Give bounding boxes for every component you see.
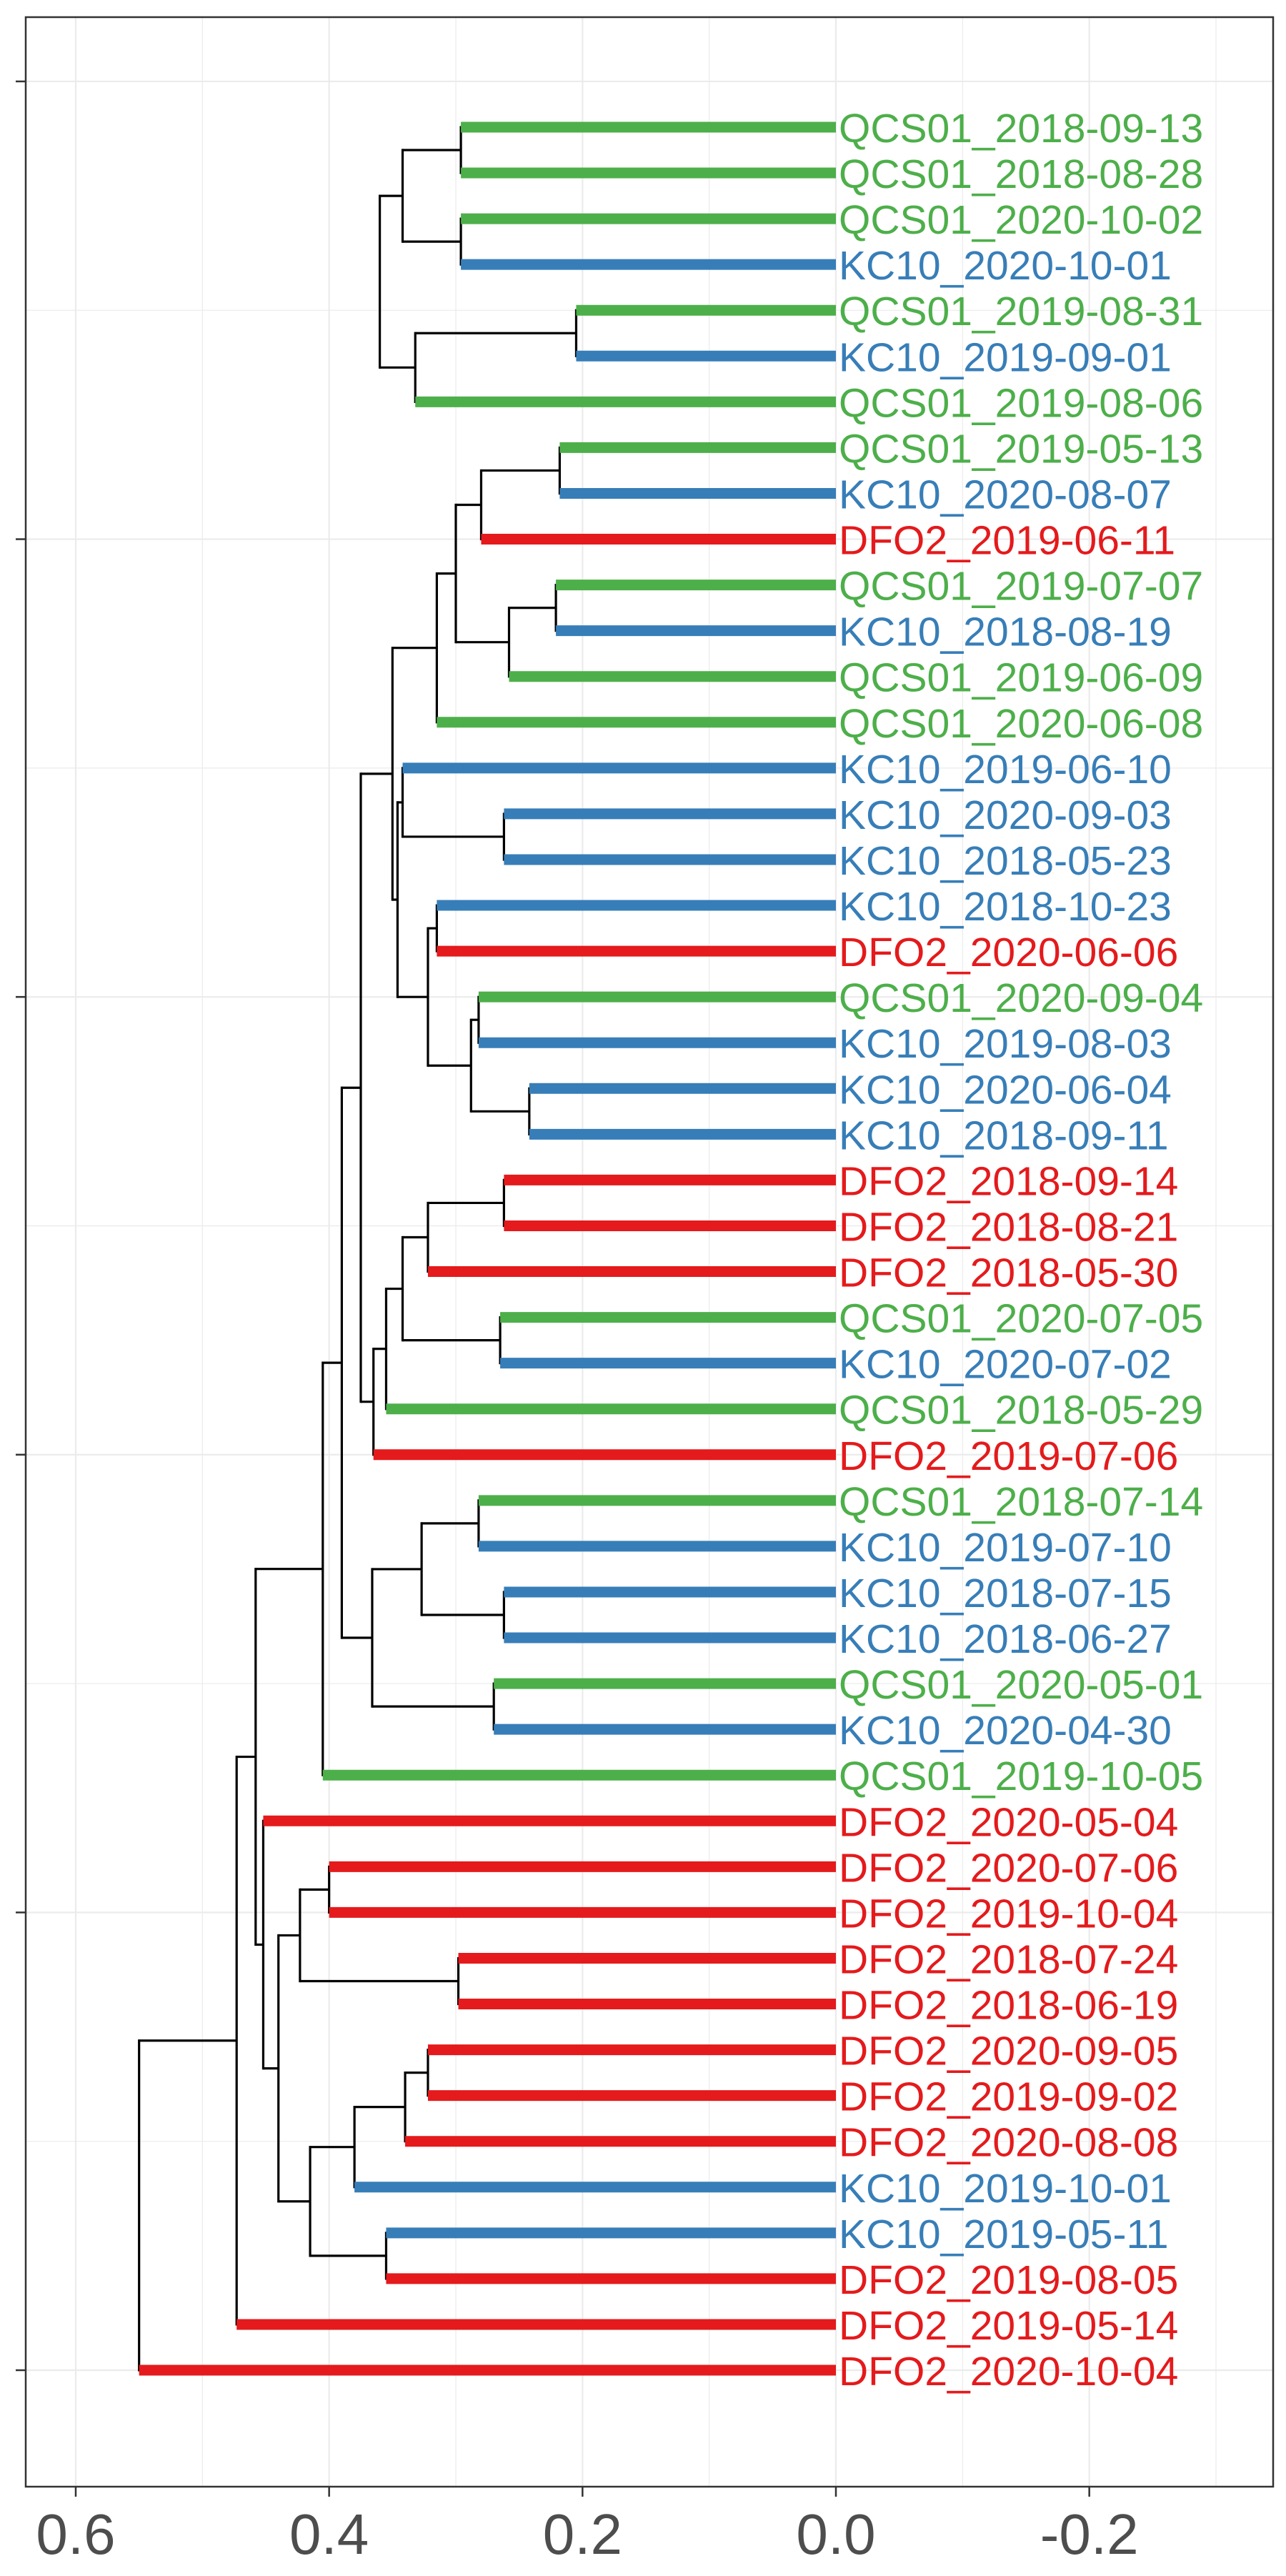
leaf-label: KC10_2019-07-10	[839, 1525, 1172, 1571]
leaf-label: DFO2_2018-05-30	[839, 1250, 1178, 1296]
leaf-label: KC10_2018-06-27	[839, 1616, 1172, 1662]
leaf-label: DFO2_2020-08-08	[839, 2120, 1178, 2166]
leaf-label: DFO2_2018-08-21	[839, 1204, 1178, 1250]
x-axis: 0.6 0.4 0.2 0.0 -0.2	[16, 80, 1139, 2566]
x-tick-label: 0.2	[543, 2502, 622, 2566]
leaf-label: KC10_2019-10-01	[839, 2166, 1172, 2212]
leaf-label: KC10_2020-09-03	[839, 792, 1172, 838]
leaf-label: KC10_2018-05-23	[839, 838, 1172, 884]
leaf-label: KC10_2018-08-19	[839, 610, 1172, 655]
leaf-label: QCS01_2019-06-09	[839, 655, 1203, 701]
leaf-label: QCS01_2018-08-28	[839, 151, 1203, 197]
leaf-label: QCS01_2018-09-13	[839, 106, 1203, 151]
leaf-label: QCS01_2019-08-06	[839, 380, 1203, 426]
leaf-label: QCS01_2019-07-07	[839, 564, 1203, 610]
leaf-label: QCS01_2019-10-05	[839, 1754, 1203, 1799]
leaf-label: DFO2_2020-07-06	[839, 1845, 1178, 1891]
leaf-label: DFO2_2019-07-06	[839, 1433, 1178, 1479]
panel-border	[24, 16, 1275, 2488]
leaf-label: QCS01_2020-10-02	[839, 197, 1203, 243]
leaf-label: DFO2_2020-06-06	[839, 930, 1178, 975]
leaf-label: KC10_2019-09-01	[839, 334, 1172, 380]
leaf-label: DFO2_2020-09-05	[839, 2029, 1178, 2074]
leaf-label: KC10_2019-05-11	[839, 2212, 1169, 2257]
leaf-label: DFO2_2019-08-05	[839, 2257, 1178, 2303]
x-tick-label: 0.6	[36, 2502, 115, 2566]
leaf-label: DFO2_2019-09-02	[839, 2074, 1178, 2120]
leaf-label: KC10_2020-07-02	[839, 1342, 1172, 1388]
leaf-label: KC10_2020-10-01	[839, 243, 1172, 289]
leaf-label: KC10_2018-09-11	[839, 1113, 1169, 1158]
leaf-label: DFO2_2019-10-04	[839, 1891, 1178, 1936]
leaf-label: KC10_2018-10-23	[839, 884, 1172, 930]
leaf-label: QCS01_2018-05-29	[839, 1388, 1203, 1433]
leaf-label: QCS01_2020-06-08	[839, 701, 1203, 747]
leaf-label: DFO2_2019-05-14	[839, 2303, 1178, 2349]
leaf-label: QCS01_2020-05-01	[839, 1662, 1203, 1708]
leaf-label: DFO2_2020-10-04	[839, 2349, 1178, 2395]
x-tick-label: -0.2	[1040, 2502, 1139, 2566]
x-tick-label: 0.0	[796, 2502, 875, 2566]
leaf-layer	[139, 121, 836, 2376]
leaf-label: QCS01_2020-07-05	[839, 1296, 1203, 1342]
leaf-label: DFO2_2018-09-14	[839, 1158, 1178, 1204]
x-tick-label: 0.4	[289, 2502, 369, 2566]
leaf-label: DFO2_2020-05-04	[839, 1799, 1178, 1845]
leaf-label: KC10_2020-06-04	[839, 1067, 1172, 1113]
leaf-label: KC10_2020-08-07	[839, 472, 1172, 517]
leaf-label: KC10_2019-06-10	[839, 747, 1172, 792]
leaf-labels: QCS01_2018-09-13QCS01_2018-08-28QCS01_20…	[839, 106, 1203, 2395]
leaf-label: QCS01_2019-08-31	[839, 289, 1203, 334]
leaf-label: DFO2_2019-06-11	[839, 518, 1175, 564]
leaf-label: KC10_2020-04-30	[839, 1708, 1172, 1754]
leaf-label: DFO2_2018-06-19	[839, 1983, 1178, 2029]
leaf-label: QCS01_2018-07-14	[839, 1479, 1203, 1525]
leaf-label: KC10_2018-07-15	[839, 1571, 1172, 1616]
leaf-label: DFO2_2018-07-24	[839, 1936, 1178, 1982]
leaf-label: QCS01_2020-09-04	[839, 975, 1203, 1021]
branch-layer	[138, 126, 578, 2372]
leaf-label: QCS01_2019-05-13	[839, 426, 1203, 472]
leaf-label: KC10_2019-08-03	[839, 1021, 1172, 1067]
